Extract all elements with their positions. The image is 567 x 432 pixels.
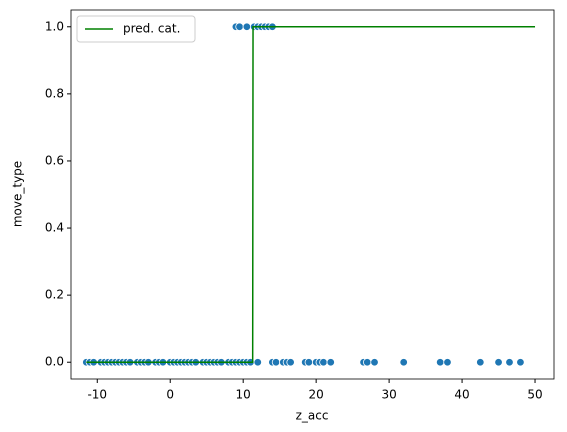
point — [443, 358, 452, 367]
y-axis-label: move_type — [11, 161, 25, 227]
x-tick-label: 0 — [166, 388, 174, 402]
point — [370, 358, 379, 367]
line — [86, 26, 536, 363]
legend-box — [76, 15, 196, 43]
y-tick-label: 1.0 — [45, 19, 64, 33]
point — [235, 22, 244, 31]
point — [399, 358, 408, 367]
point — [242, 22, 252, 31]
x-tick-label: 40 — [454, 388, 469, 402]
point — [326, 358, 335, 367]
point — [476, 358, 485, 367]
y-tick-label: 0.8 — [45, 86, 64, 100]
x-tick-label: 50 — [527, 388, 542, 402]
point — [516, 358, 525, 367]
point — [286, 358, 295, 367]
point — [253, 358, 262, 367]
point — [435, 358, 445, 367]
x-tick-label: 30 — [381, 388, 396, 402]
point — [494, 358, 503, 367]
point — [505, 358, 514, 367]
point — [319, 358, 328, 367]
x-tick-label: 20 — [309, 388, 324, 402]
point — [304, 358, 314, 367]
y-tick-label: 0.0 — [45, 355, 64, 369]
point — [363, 358, 372, 367]
x-tick-label: 10 — [236, 388, 251, 402]
point — [271, 358, 281, 367]
axes-frame — [70, 9, 555, 380]
y-tick-label: 0.4 — [45, 221, 64, 235]
y-tick-label: 0.6 — [45, 153, 64, 167]
x-tick-label: -10 — [87, 388, 107, 402]
x-axis-label: z_acc — [296, 409, 329, 423]
legend-label: pred. cat. — [123, 22, 180, 36]
y-tick-label: 0.2 — [45, 288, 64, 302]
